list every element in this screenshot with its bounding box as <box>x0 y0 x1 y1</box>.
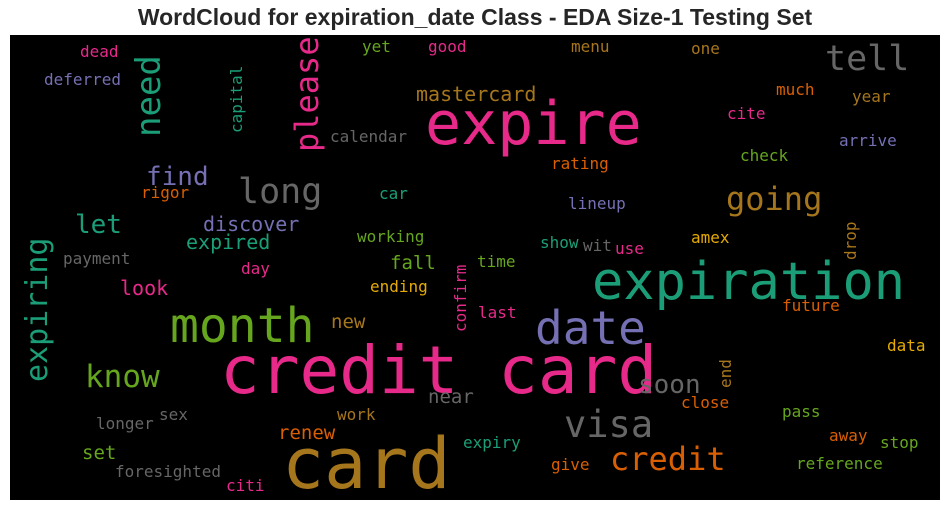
word-dead: dead <box>80 42 119 61</box>
word-year: year <box>852 87 891 106</box>
word-much: much <box>776 80 815 99</box>
word-drop: drop <box>841 221 860 260</box>
word-rigor: rigor <box>141 183 190 202</box>
word-discover: discover <box>203 212 299 236</box>
word-wit: wit <box>583 236 612 255</box>
word-one: one <box>691 39 720 58</box>
word-mastercard: mastercard <box>416 82 536 106</box>
word-capital: capital <box>227 66 246 133</box>
word-expired: expired <box>186 230 270 254</box>
word-close: close <box>681 393 729 412</box>
word-soon: soon <box>638 370 701 400</box>
word-need: need <box>129 55 169 137</box>
word-work: work <box>337 405 376 424</box>
wordcloud: credit card card expiration expire month date… <box>20 36 926 500</box>
word-day: day <box>241 259 270 278</box>
word-please: please <box>288 36 326 152</box>
word-menu: menu <box>571 37 610 56</box>
word-data: data <box>887 336 926 355</box>
word-month: month <box>170 298 315 354</box>
word-citi: citi <box>226 476 265 495</box>
word-last: last <box>478 303 517 322</box>
word-going: going <box>726 180 822 218</box>
word-arrive: arrive <box>839 131 897 150</box>
word-near: near <box>428 386 474 408</box>
chart-title: WordCloud for expiration_date Class - ED… <box>137 4 813 30</box>
word-rating: rating <box>551 154 609 173</box>
word-car: car <box>379 184 408 203</box>
word-credit: credit <box>610 440 726 478</box>
word-calendar: calendar <box>330 127 407 146</box>
word-sex: sex <box>159 405 188 424</box>
word-foresighted: foresighted <box>115 462 221 481</box>
word-future: future <box>782 296 840 315</box>
word-confirm: confirm <box>451 265 470 332</box>
word-long: long <box>238 172 322 212</box>
word-longer: longer <box>96 414 154 433</box>
word-good: good <box>428 37 467 56</box>
word-amex: amex <box>691 228 730 247</box>
word-credit-card: credit card <box>220 332 657 409</box>
word-visa: visa <box>564 403 653 446</box>
word-working: working <box>357 227 424 246</box>
word-let: let <box>75 210 122 240</box>
word-fall: fall <box>390 252 436 274</box>
word-use: use <box>615 239 644 258</box>
word-tell: tell <box>825 39 909 79</box>
word-end: end <box>716 359 735 388</box>
word-reference: reference <box>796 454 883 473</box>
word-expiry: expiry <box>463 433 521 452</box>
word-check: check <box>740 146 789 165</box>
word-renew: renew <box>278 422 336 444</box>
word-deferred: deferred <box>44 70 121 89</box>
word-show: show <box>540 233 579 252</box>
word-date: date <box>535 301 646 355</box>
word-set: set <box>82 442 116 464</box>
word-card: card <box>282 423 451 500</box>
wordcloud-panel: credit card card expiration expire month date… <box>10 35 940 500</box>
word-stop: stop <box>880 433 919 452</box>
word-expire: expire <box>425 89 642 159</box>
word-find: find <box>146 162 209 192</box>
word-look: look <box>120 276 168 300</box>
word-lineup: lineup <box>568 194 626 213</box>
word-cite: cite <box>727 104 766 123</box>
word-give: give <box>551 455 590 474</box>
word-new: new <box>331 311 366 333</box>
word-payment: payment <box>63 249 130 268</box>
word-pass: pass <box>782 402 821 421</box>
word-expiring: expiring <box>20 238 55 383</box>
word-ending: ending <box>370 277 428 296</box>
word-yet: yet <box>362 37 391 56</box>
word-know: know <box>85 359 160 395</box>
word-time: time <box>477 252 516 271</box>
word-away: away <box>829 426 868 445</box>
word-expiration: expiration <box>592 252 905 312</box>
